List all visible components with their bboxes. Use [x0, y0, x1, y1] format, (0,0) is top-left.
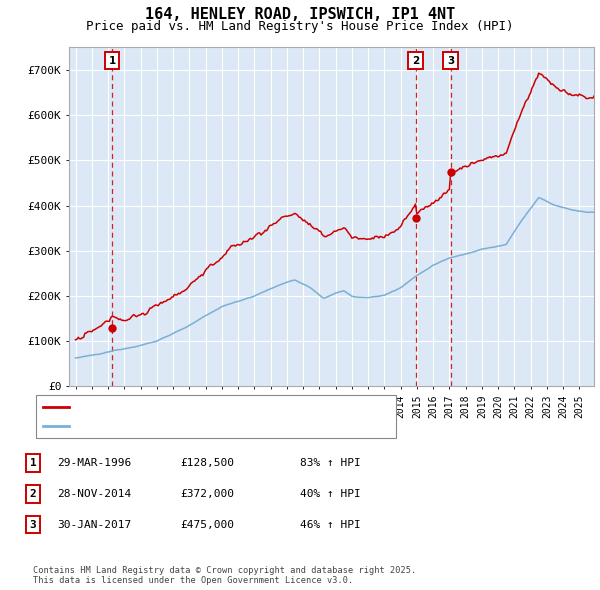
Text: 29-MAR-1996: 29-MAR-1996	[57, 458, 131, 468]
Text: 83% ↑ HPI: 83% ↑ HPI	[300, 458, 361, 468]
Text: 30-JAN-2017: 30-JAN-2017	[57, 520, 131, 529]
Text: 3: 3	[29, 520, 37, 529]
Text: 28-NOV-2014: 28-NOV-2014	[57, 489, 131, 499]
Text: 164, HENLEY ROAD, IPSWICH, IP1 4NT (detached house): 164, HENLEY ROAD, IPSWICH, IP1 4NT (deta…	[73, 402, 392, 412]
Text: 164, HENLEY ROAD, IPSWICH, IP1 4NT: 164, HENLEY ROAD, IPSWICH, IP1 4NT	[145, 8, 455, 22]
Text: 3: 3	[447, 56, 454, 65]
Text: 40% ↑ HPI: 40% ↑ HPI	[300, 489, 361, 499]
Text: 1: 1	[29, 458, 37, 468]
Text: 2: 2	[412, 56, 419, 65]
Text: 2: 2	[29, 489, 37, 499]
Text: £475,000: £475,000	[180, 520, 234, 529]
Text: Price paid vs. HM Land Registry's House Price Index (HPI): Price paid vs. HM Land Registry's House …	[86, 20, 514, 33]
Text: £372,000: £372,000	[180, 489, 234, 499]
Text: 1: 1	[109, 56, 116, 65]
Text: £128,500: £128,500	[180, 458, 234, 468]
Text: 46% ↑ HPI: 46% ↑ HPI	[300, 520, 361, 529]
Text: Contains HM Land Registry data © Crown copyright and database right 2025.
This d: Contains HM Land Registry data © Crown c…	[33, 566, 416, 585]
Text: HPI: Average price, detached house, Ipswich: HPI: Average price, detached house, Ipsw…	[73, 421, 342, 431]
